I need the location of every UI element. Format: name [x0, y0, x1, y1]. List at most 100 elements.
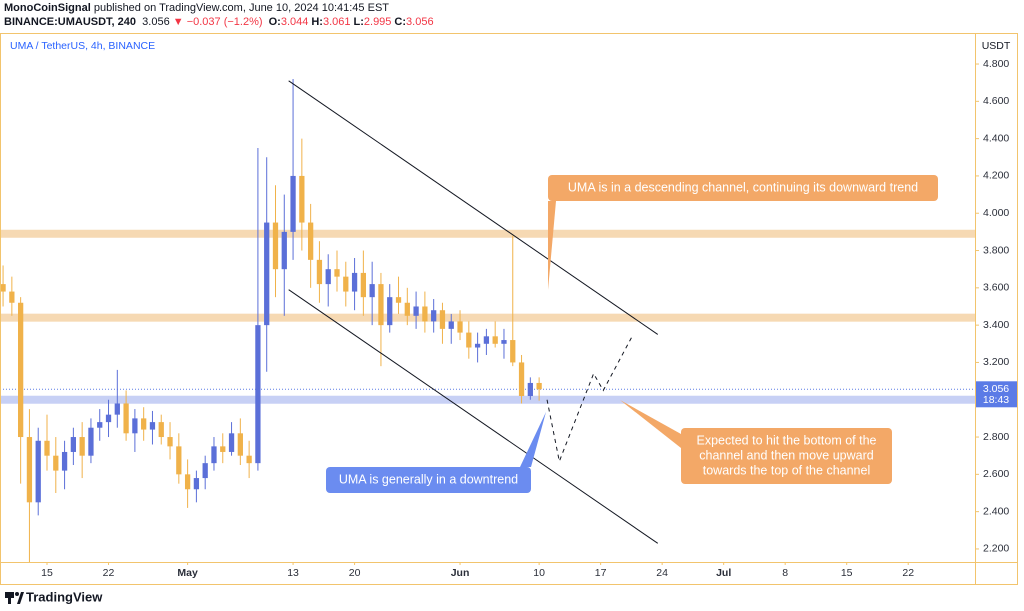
y-tick-label: 3.200: [983, 356, 1009, 368]
candle-body: [123, 403, 129, 434]
candle-body: [351, 272, 358, 292]
candle-body: [325, 269, 331, 285]
countdown: 18:43: [983, 394, 1009, 406]
candle-body: [439, 310, 446, 329]
price-label: 3.056: [983, 383, 1009, 395]
candle-body: [334, 269, 340, 277]
y-tick-label: 3.600: [983, 282, 1009, 294]
candle-body: [97, 422, 103, 428]
x-tick-label: 22: [103, 567, 115, 579]
candle-body: [387, 297, 393, 326]
x-tick-label: 15: [41, 567, 53, 579]
x-tick-label: 22: [902, 567, 914, 579]
candle-body: [26, 437, 33, 503]
candle-body: [149, 422, 156, 430]
annotation-box: [681, 428, 892, 484]
logo-part: [8, 592, 11, 604]
x-tick-label: 8: [782, 567, 788, 579]
channel-line: [288, 80, 659, 335]
candle-body: [281, 231, 287, 270]
candle-body: [70, 437, 77, 452]
candle-body: [61, 451, 68, 471]
y-tick-label: 4.800: [983, 58, 1009, 70]
header-line-2: BINANCE:UMAUSDT, 240 3.056 ▼ −0.037 (−1.…: [4, 16, 434, 28]
projection-path: [546, 334, 634, 464]
candle-body: [272, 222, 279, 270]
annotation-box: [548, 175, 938, 201]
x-tick-label: 24: [656, 567, 668, 579]
candle-body: [9, 291, 15, 303]
ohlc: O:3.044 H:3.061 L:2.995 C:3.056: [266, 16, 434, 28]
channel-line: [288, 289, 659, 544]
footer-logo: [5, 592, 24, 604]
candle-body: [255, 325, 261, 464]
candle-body: [44, 440, 50, 456]
ohlc-value: 3.056: [406, 16, 434, 28]
ohlc-value: 3.061: [322, 16, 351, 28]
author: MonoCoinSignal: [4, 2, 91, 14]
candle-body: [53, 455, 59, 471]
y-tick-label: 4.000: [983, 207, 1009, 219]
y-tick-label: 2.800: [983, 431, 1009, 443]
x-tick-label: Jun: [451, 567, 470, 579]
candle-body: [308, 222, 314, 260]
symbol: BINANCE:UMAUSDT, 240: [4, 16, 137, 28]
published: published on TradingView.com, June 10, 2…: [93, 2, 389, 14]
candle-body: [431, 310, 437, 322]
annotation-text: UMA is generally in a downtrend: [339, 472, 518, 486]
candle-body: [518, 362, 525, 397]
candle-body: [1, 284, 6, 292]
ohlc-label: H:: [311, 16, 323, 28]
ohlc-value: 2.995: [363, 16, 392, 28]
candle-body: [264, 222, 270, 326]
logo-part: [15, 592, 19, 596]
candle-body: [510, 340, 516, 363]
candle-body: [474, 343, 481, 348]
logo-part: [17, 592, 24, 604]
candle-body: [193, 478, 200, 490]
candle-body: [316, 259, 323, 285]
candle-body: [176, 446, 182, 475]
candle-body: [492, 336, 498, 344]
candle-body: [88, 427, 94, 456]
candle-body: [343, 276, 349, 292]
candle-body: [360, 272, 367, 298]
candle-body: [369, 284, 375, 298]
candle-body: [202, 463, 208, 479]
candle-body: [413, 306, 419, 316]
y-tick-label: 3.400: [983, 319, 1009, 331]
candle-body: [184, 474, 191, 490]
candle-body: [378, 284, 384, 326]
annotation-text: towards the top of the channel: [703, 463, 870, 477]
candle-body: [483, 336, 490, 344]
candle-body: [228, 433, 235, 452]
legend: UMA / TetherUS, 4h, BINANCE: [10, 40, 155, 52]
candle-body: [457, 321, 463, 333]
ohlc-label: O:: [268, 16, 281, 28]
x-tick-label: 13: [287, 567, 299, 579]
candle-body: [404, 302, 410, 316]
candle-body: [395, 297, 402, 303]
last-price: 3.056: [142, 16, 170, 28]
y-tick-label: 2.600: [983, 468, 1009, 480]
annotation-pointer: [548, 201, 556, 290]
ohlc-label: L:: [353, 16, 364, 28]
candle-body: [18, 302, 24, 438]
candle-body: [448, 321, 454, 329]
y-tick-label: 4.600: [983, 95, 1009, 107]
y-tick-label: 2.400: [983, 505, 1009, 517]
candle-body: [220, 446, 226, 452]
candle-body: [79, 437, 85, 456]
ohlc-label: C:: [394, 16, 407, 28]
ohlc-value: 3.044: [280, 16, 309, 28]
annotation-text: Expected to hit the bottom of the: [697, 433, 877, 447]
candle-body: [466, 332, 472, 348]
candle-body: [237, 433, 243, 456]
zone: [1, 229, 975, 238]
candle-body: [527, 382, 533, 397]
zone: [1, 395, 975, 404]
x-tick-label: 20: [349, 567, 361, 579]
candle-body: [246, 455, 252, 464]
y-tick-label: 2.200: [983, 543, 1009, 555]
